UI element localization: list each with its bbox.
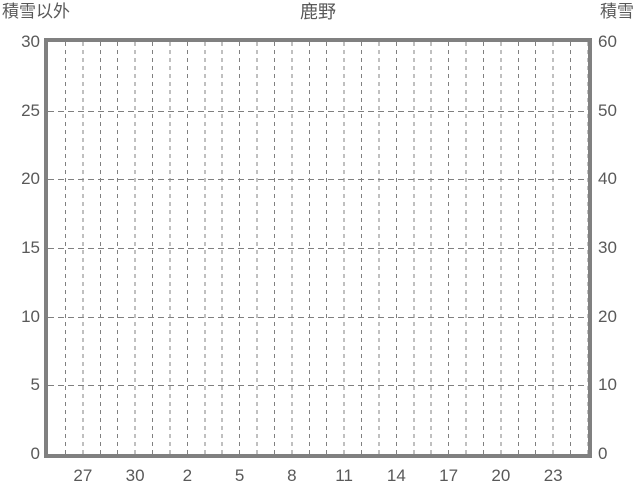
y2-axis-tick-label: 0	[598, 444, 608, 463]
grid-svg	[48, 42, 588, 454]
x-axis-tick-label: 8	[287, 466, 297, 485]
y2-axis-tick-label: 60	[598, 32, 617, 51]
y2-axis-tick-label: 10	[598, 375, 617, 395]
x-axis-tick-label: 27	[73, 466, 93, 485]
x-axis-tick-label: 2	[182, 466, 193, 485]
y-axis-tick-label: 15	[21, 238, 40, 257]
chart-title: 鹿野	[300, 2, 336, 22]
plot-area	[44, 38, 592, 458]
y-axis-tick-label: 5	[30, 375, 40, 395]
y-axis-tick-label: 30	[21, 32, 40, 51]
x-axis-tick-label: 11	[335, 466, 353, 485]
y-axis-tick-label: 0	[30, 444, 40, 463]
y-axis-tick-label: 25	[21, 100, 40, 120]
x-axis-tick-label: 5	[234, 466, 245, 485]
y2-axis-tick-label: 30	[598, 238, 617, 257]
x-axis-tick-label: 23	[543, 466, 563, 485]
y2-axis-tick-label: 40	[598, 169, 617, 189]
right-axis-ticks: 0 10 20 30 40 50 60	[598, 0, 636, 501]
y2-axis-tick-label: 50	[598, 100, 617, 120]
y-axis-tick-label: 20	[21, 169, 40, 189]
x-axis-tick-label: 30	[125, 466, 145, 485]
x-axis-tick-label: 20	[491, 466, 511, 485]
x-axis-tick-label: 17	[439, 466, 459, 485]
right-axis-title: 積雪	[600, 2, 634, 21]
x-axis-tick-label: 14	[386, 466, 406, 485]
y2-axis-tick-label: 20	[598, 306, 617, 326]
left-axis-title: 積雪以外	[2, 2, 70, 21]
y-axis-tick-label: 10	[21, 306, 40, 326]
plot-grid-container	[48, 42, 588, 454]
left-axis-ticks: 0 5 10 15 20 25 30	[0, 0, 40, 501]
